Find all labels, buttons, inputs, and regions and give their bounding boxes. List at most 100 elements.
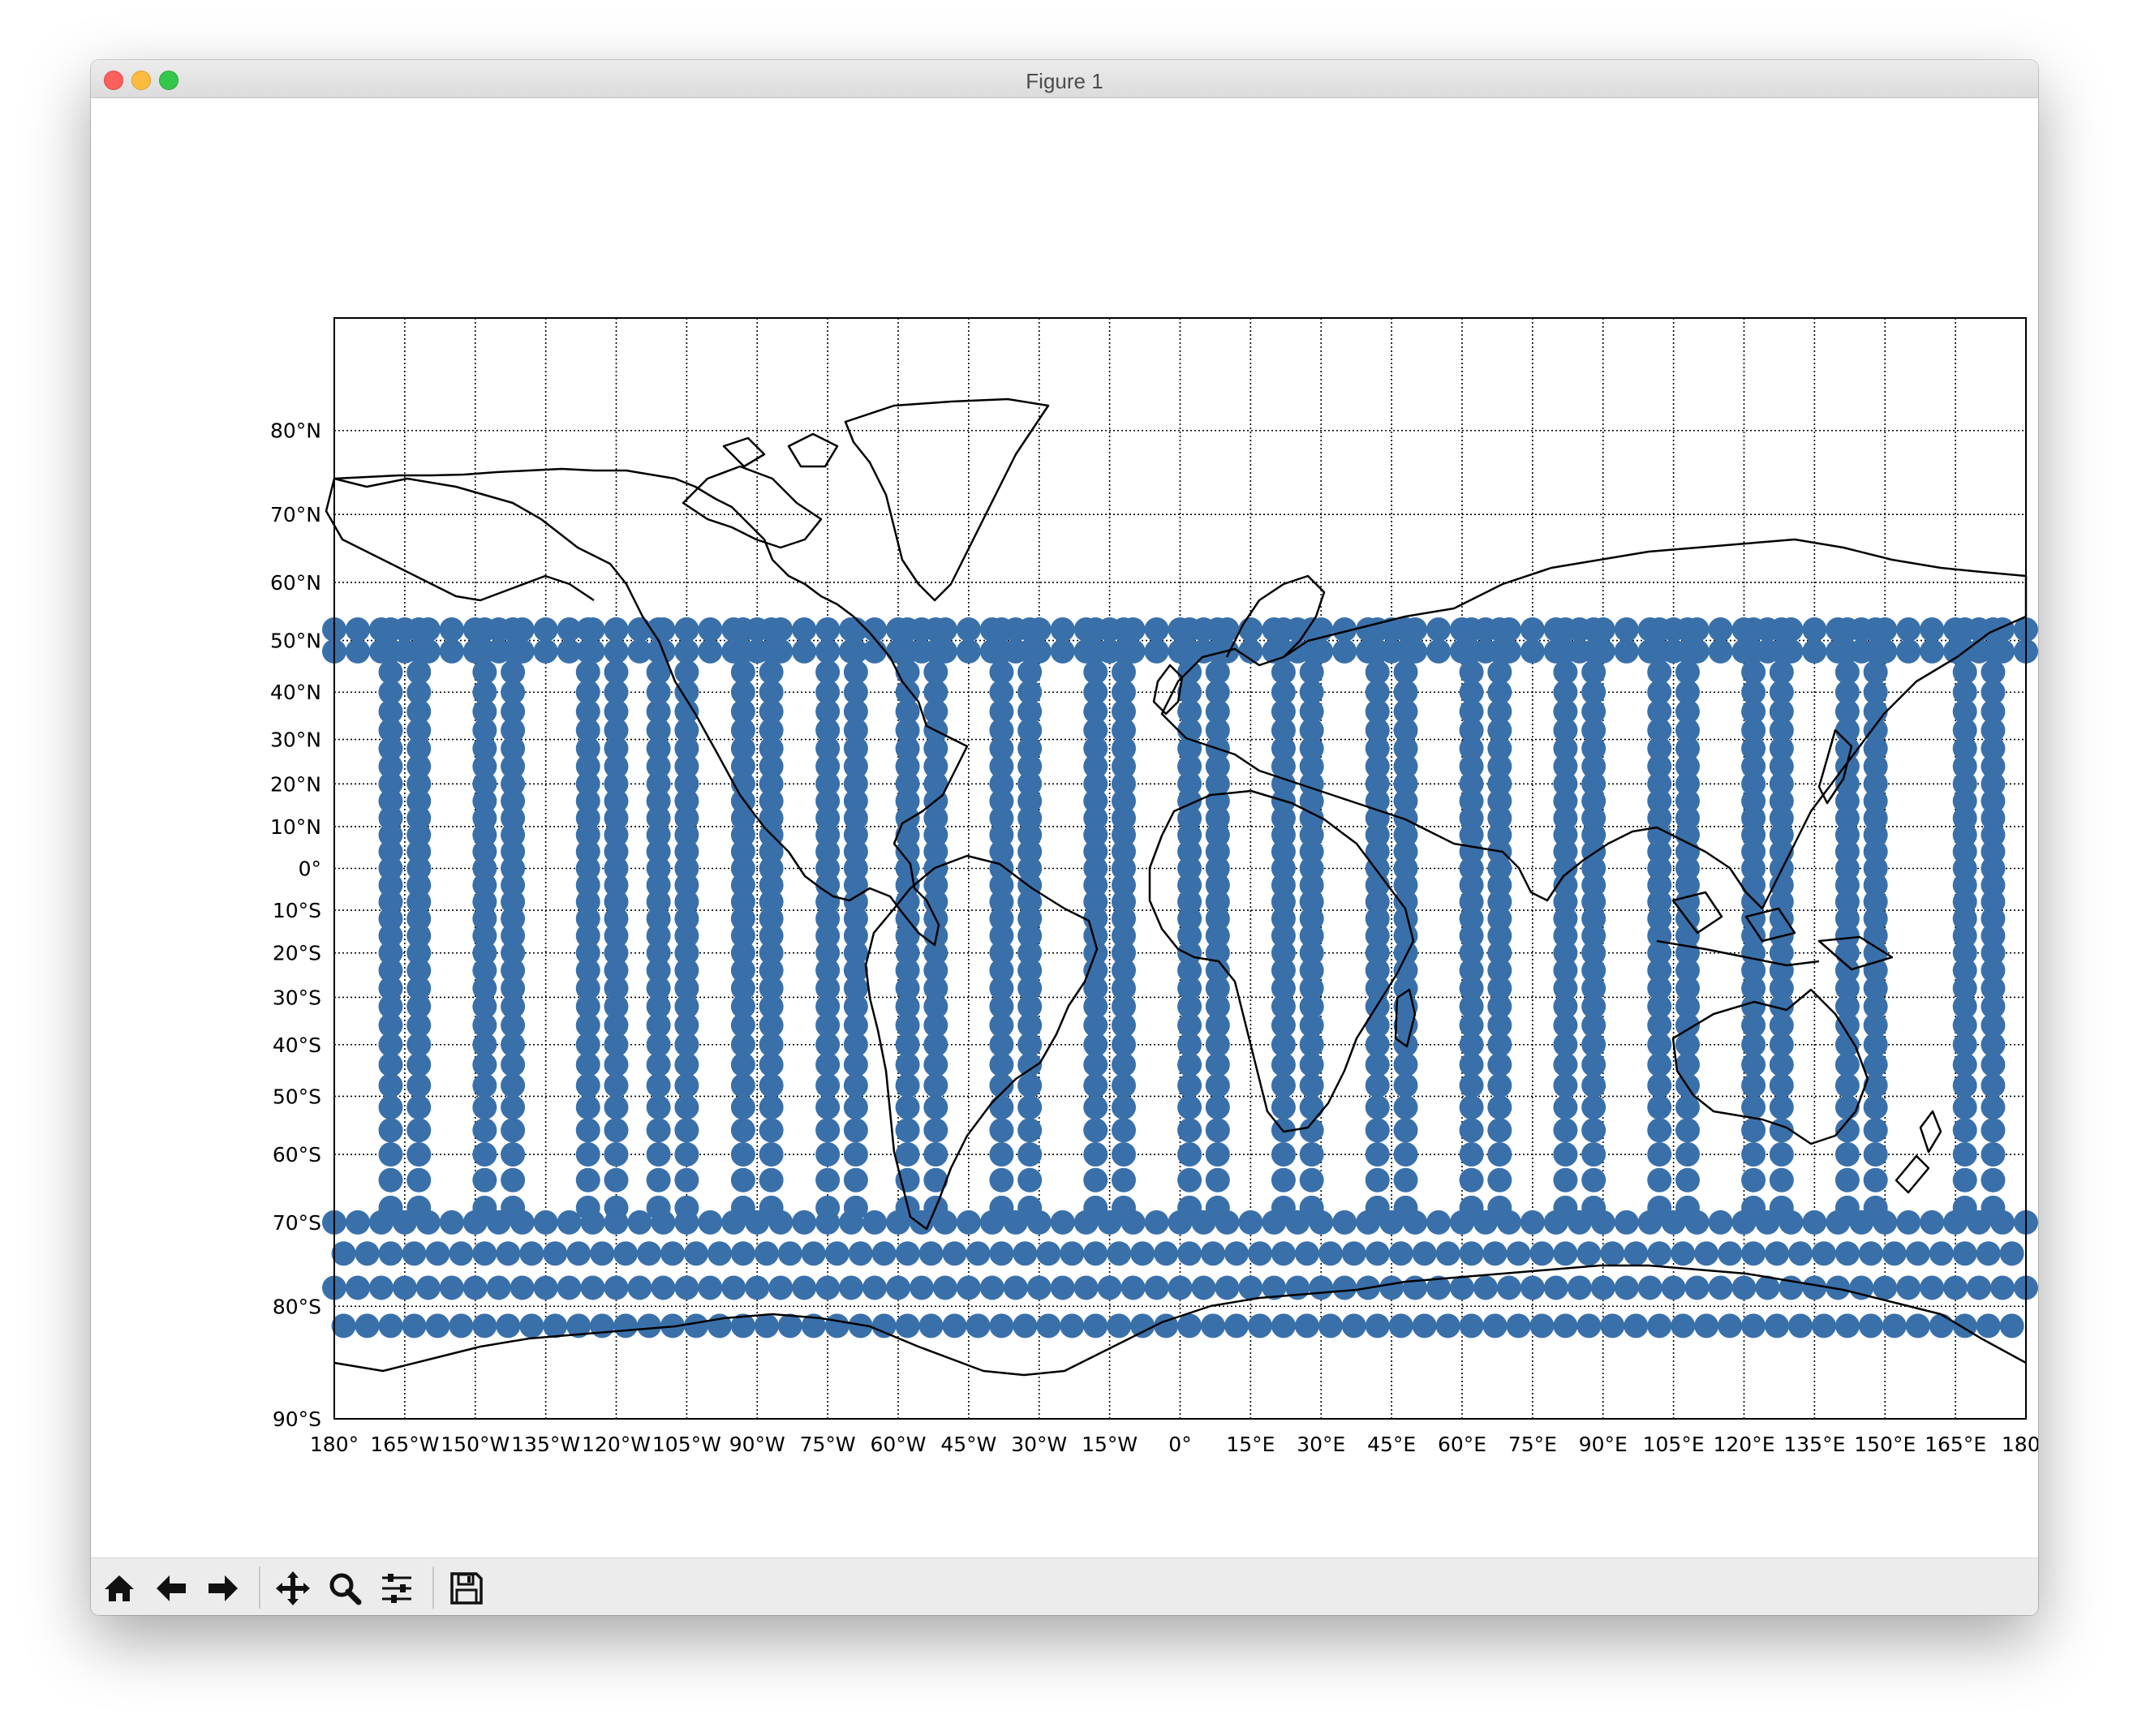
scatter-point [1112,638,1136,664]
scatter-point [462,1210,488,1235]
scatter-point [792,1275,817,1300]
scatter-point [698,617,723,642]
scatter-point [1107,1313,1132,1339]
zoom-window-button[interactable] [159,71,178,90]
scatter-point [1205,1032,1230,1057]
scatter-point [989,976,1014,1001]
scatter-point [575,1052,600,1077]
scatter-point [989,994,1014,1019]
scatter-point [501,1052,526,1077]
scatter-point [674,1052,699,1077]
scatter-point [378,680,403,705]
scatter-point [1981,839,2006,864]
scatter-point [815,1210,841,1235]
scatter-point [519,1241,544,1266]
scatter-point [501,873,526,898]
scatter-point [1393,1094,1418,1119]
scatter-point [730,1167,755,1192]
scatter-point [1191,1275,1216,1300]
scatter-point [1741,754,1766,779]
scatter-point [1553,736,1578,761]
scatter-point [1741,839,1766,864]
scatter-point [406,923,432,948]
scatter-point [1741,736,1766,761]
configure-subplots-button[interactable] [375,1568,419,1609]
scatter-point [745,1210,770,1235]
scatter-point [1426,1210,1452,1235]
scatter-point [1967,1210,1992,1235]
scatter-point [439,617,464,642]
scatter-point [1981,617,2006,642]
scatter-point [1863,889,1888,914]
scatter-point [1168,1275,1193,1300]
close-button[interactable] [104,71,123,90]
scatter-point [792,638,817,664]
scatter-point [1647,873,1672,898]
map-plot[interactable]: 180° 165°W 150°W 135°W 120°W 105°W 90°W 75°W 60°… [91,97,2038,1558]
scatter-point [1112,994,1136,1019]
forward-button[interactable] [201,1568,245,1609]
scatter-point [1675,754,1700,779]
pan-button[interactable] [271,1568,315,1609]
scatter-point [966,1241,991,1266]
title-bar[interactable]: Figure 1 [91,60,2038,98]
scatter-point [1177,638,1202,664]
scatter-point [1205,806,1230,831]
scatter-point [1097,1275,1122,1300]
scatter-point [1459,806,1484,831]
scatter-point [1553,1167,1578,1192]
scatter-point [989,1032,1014,1057]
scatter-point [1990,1275,2015,1300]
scatter-point [406,789,432,814]
y-tick-labels: 80°N 70°N 60°N 50°N 40°N 30°N 20°N 10°N 0° 10°S 20… [270,419,321,1431]
scatter-point [1271,1241,1296,1266]
scatter-point [1487,680,1512,705]
minimize-button[interactable] [131,71,151,90]
scatter-point [604,617,629,642]
scatter-point [1769,771,1794,797]
scatter-point [1581,1094,1606,1119]
scatter-point [989,754,1014,779]
scatter-point [895,976,920,1001]
scatter-point [406,856,432,881]
scatter-point [1393,1118,1418,1143]
scatter-point [1112,958,1136,983]
scatter-point [627,1210,652,1235]
save-button[interactable] [445,1568,488,1609]
scatter-point [1769,1142,1794,1167]
scatter-point [923,1012,948,1038]
home-button[interactable] [97,1568,141,1609]
scatter-point [604,994,629,1019]
scatter-point [1205,1118,1230,1143]
scatter-point [1017,736,1043,761]
scatter-point [1529,1241,1555,1266]
scatter-point [501,754,526,779]
scatter-point [1144,617,1169,642]
scatter-point [1863,823,1888,848]
scatter-point [1083,839,1108,864]
scatter-point [1802,1275,1827,1300]
scatter-point [1553,1052,1578,1077]
back-button[interactable] [149,1568,193,1609]
scatter-point [1299,823,1324,848]
scatter-point [923,736,948,761]
figure-canvas[interactable]: 180° 165°W 150°W 135°W 120°W 105°W 90°W 75°W 60°… [91,97,2038,1558]
zoom-button[interactable] [323,1568,367,1609]
scatter-point [1849,1210,1874,1235]
scatter-point [989,1167,1014,1192]
scatter-point [646,923,671,948]
scatter-point [1952,1142,1977,1167]
scatter-point [730,1094,755,1119]
scatter-point [604,1052,629,1077]
scatter-point [646,976,671,1001]
scatter-point [1299,923,1324,948]
scatter-point [1920,638,1945,664]
scatter-point [1393,976,1418,1001]
scatter-point [1112,823,1136,848]
scatter-point [1487,1032,1512,1057]
scatter-point [1581,771,1606,797]
scatter-point [759,923,784,948]
scatter-point [979,1275,1004,1300]
coastline-greenland [844,397,1050,602]
scatter-point [1083,1094,1108,1119]
